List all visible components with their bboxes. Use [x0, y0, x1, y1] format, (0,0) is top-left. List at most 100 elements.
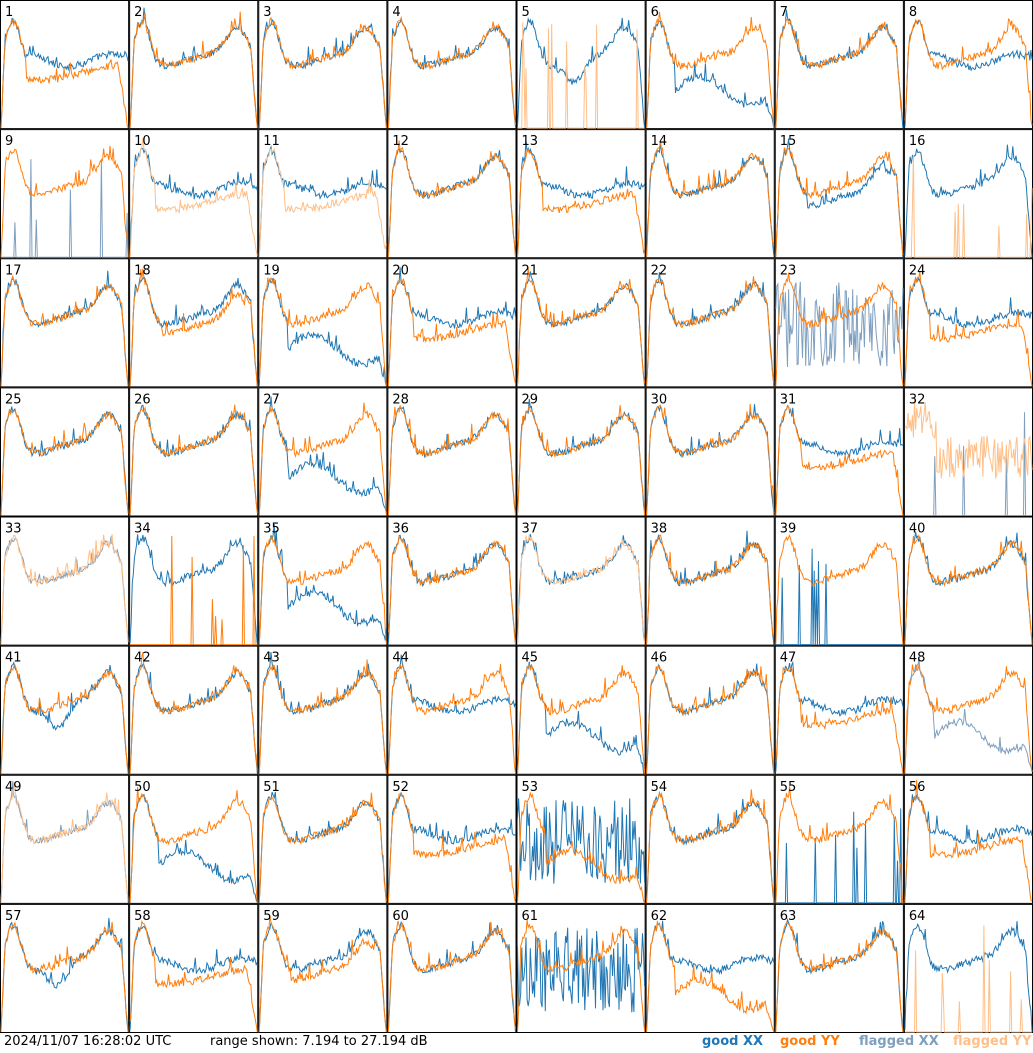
- tile-62: 62: [645, 903, 775, 1033]
- tile-frame: [387, 516, 517, 646]
- yy-trace: [646, 920, 775, 1033]
- tile-number: 26: [134, 392, 151, 407]
- tile-number: 1: [5, 5, 13, 20]
- tile-41: 41: [0, 645, 130, 775]
- tile-number: 64: [909, 909, 926, 924]
- tile-number: 61: [522, 909, 539, 924]
- yy-trace: [646, 789, 775, 903]
- tile-34: 34: [129, 516, 259, 646]
- tile-frame: [258, 516, 388, 646]
- legend-flagged-yy: flagged YY: [953, 1034, 1032, 1049]
- tile-number: 17: [5, 263, 22, 278]
- tile-number: 44: [392, 651, 409, 666]
- xx-trace: [258, 651, 387, 773]
- xx-trace: [904, 921, 1033, 1033]
- tile-27: 27: [258, 387, 388, 517]
- tile-number: 21: [522, 263, 539, 278]
- tile-number: 54: [651, 780, 668, 795]
- tile-25: 25: [0, 387, 130, 517]
- tile-frame: [645, 516, 775, 646]
- tile-51: 51: [258, 774, 388, 904]
- xx-trace: [646, 20, 775, 129]
- tile-30: 30: [645, 387, 775, 517]
- yy-trace: [387, 664, 516, 774]
- tile-15: 15: [774, 129, 904, 259]
- yy-trace: [129, 919, 258, 1033]
- tile-22: 22: [645, 258, 775, 388]
- yy-trace: [904, 780, 1033, 903]
- yy-trace: [775, 18, 903, 129]
- tile-frame: [129, 258, 259, 388]
- range-label: range shown: 7.194 to 27.194 dB: [210, 1034, 428, 1049]
- timestamp: 2024/11/07 16:28:02 UTC: [4, 1034, 172, 1049]
- yy-trace: [517, 792, 646, 904]
- tile-28: 28: [387, 387, 517, 517]
- yy-trace: [0, 145, 129, 258]
- yy-trace: [129, 652, 258, 774]
- yy-trace: [646, 140, 775, 258]
- yy-trace: [387, 920, 516, 1033]
- tile-frame: [0, 0, 130, 130]
- tile-43: 43: [258, 645, 388, 775]
- tile-39: 39: [774, 516, 904, 646]
- tile-number: 6: [651, 5, 659, 20]
- tile-frame: [0, 516, 130, 646]
- yy-trace: [387, 15, 516, 129]
- tile-29: 29: [516, 387, 646, 517]
- xx-trace: [904, 276, 1033, 386]
- tile-frame: [645, 129, 775, 259]
- tile-17: 17: [0, 258, 130, 388]
- tile-number: 63: [780, 909, 797, 924]
- tile-18: 18: [129, 258, 259, 388]
- tile-number: 37: [522, 522, 539, 537]
- tile-4: 4: [387, 0, 517, 130]
- tile-number: 3: [263, 5, 271, 20]
- tile-number: 18: [134, 263, 151, 278]
- tile-frame: [903, 516, 1033, 646]
- tile-number: 59: [263, 909, 280, 924]
- xx-trace: [258, 791, 387, 903]
- yy-trace: [517, 405, 646, 516]
- yy-trace: [646, 534, 775, 645]
- tile-number: 30: [651, 392, 668, 407]
- xx-trace: [1, 158, 129, 258]
- tile-frame: [129, 516, 259, 646]
- tile-frame: [903, 645, 1033, 775]
- tile-19: 19: [258, 258, 388, 388]
- tile-58: 58: [129, 903, 259, 1033]
- tile-number: 23: [780, 263, 797, 278]
- tile-56: 56: [903, 774, 1033, 904]
- yy-trace: [517, 534, 646, 645]
- tile-2: 2: [129, 0, 259, 130]
- tile-number: 7: [780, 5, 788, 20]
- xx-trace: [775, 548, 903, 646]
- xx-trace: [517, 798, 646, 884]
- yy-trace: [775, 404, 904, 516]
- tile-1: 1: [0, 0, 130, 130]
- tile-number: 42: [134, 651, 151, 666]
- tile-number: 31: [780, 392, 797, 407]
- tile-35: 35: [258, 516, 388, 646]
- yy-trace: [646, 11, 775, 129]
- xx-trace: [129, 7, 258, 128]
- yy-trace: [0, 921, 129, 1033]
- tile-frame: [516, 645, 646, 775]
- tile-frame: [387, 0, 517, 130]
- yy-trace: [258, 402, 387, 516]
- tile-53: 53: [516, 774, 646, 904]
- xx-trace: [258, 524, 387, 644]
- tile-frame: [774, 645, 904, 775]
- yy-trace: [904, 534, 1033, 645]
- tile-number: 35: [263, 522, 280, 537]
- tile-number: 27: [263, 392, 280, 407]
- xx-trace: [775, 281, 904, 368]
- yy-trace: [904, 925, 1032, 1033]
- tile-52: 52: [387, 774, 517, 904]
- legend-flagged-xx: flagged XX: [859, 1034, 939, 1049]
- tile-number: 22: [651, 263, 668, 278]
- tile-number: 60: [392, 909, 409, 924]
- yy-trace: [258, 277, 387, 386]
- tile-frame: [0, 903, 130, 1033]
- tile-number: 19: [263, 263, 280, 278]
